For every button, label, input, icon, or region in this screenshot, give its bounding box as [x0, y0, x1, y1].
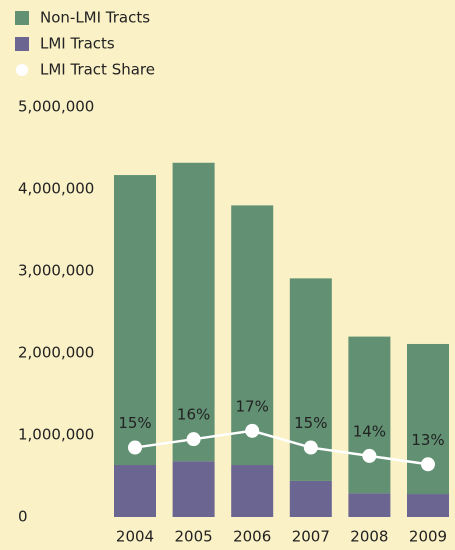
x-tick-label: 2009: [409, 528, 447, 546]
share-line: [134, 429, 429, 466]
share-point: [421, 457, 435, 472]
y-tick-label: 2,000,000: [18, 344, 94, 362]
legend-label: LMI Tracts: [40, 35, 115, 53]
bar-segment: [231, 465, 274, 517]
bar-segment: [407, 494, 449, 517]
share-point: [362, 448, 377, 463]
data-label: 15%: [294, 414, 327, 432]
bar-segment: [172, 461, 215, 517]
x-tick-label: 2007: [292, 528, 330, 546]
data-label: 13%: [411, 431, 444, 449]
bar-segment: [114, 465, 156, 517]
legend-swatch: [15, 37, 29, 51]
bar-segment: [231, 205, 274, 466]
data-label: 15%: [118, 414, 151, 432]
x-tick-label: 2008: [350, 528, 388, 546]
data-label: 14%: [353, 422, 386, 440]
data-label: 17%: [236, 397, 269, 415]
bar-segment: [348, 493, 391, 517]
share-point: [303, 440, 318, 455]
y-tick-label: 4,000,000: [18, 180, 94, 198]
y-tick-label: 5,000,000: [18, 98, 94, 116]
bar-segment: [289, 480, 332, 517]
legend-swatch: [15, 11, 29, 25]
legend-swatch: [16, 64, 28, 76]
share-point: [128, 440, 142, 455]
x-tick-label: 2005: [175, 528, 213, 546]
x-tick-label: 2004: [116, 528, 154, 546]
share-point: [245, 423, 260, 438]
y-tick-label: 1,000,000: [18, 426, 94, 444]
bar-segment: [348, 336, 391, 494]
x-tick-label: 2006: [233, 528, 271, 546]
legend-label: Non-LMI Tracts: [40, 9, 150, 27]
bar-segment: [172, 162, 215, 462]
data-label: 16%: [177, 406, 210, 424]
y-tick-label: 0: [18, 508, 28, 526]
bar-segment: [407, 343, 449, 495]
legend-label: LMI Tract Share: [40, 61, 155, 79]
share-point: [186, 432, 201, 447]
bar-segment: [114, 175, 156, 466]
y-tick-label: 3,000,000: [18, 262, 94, 280]
